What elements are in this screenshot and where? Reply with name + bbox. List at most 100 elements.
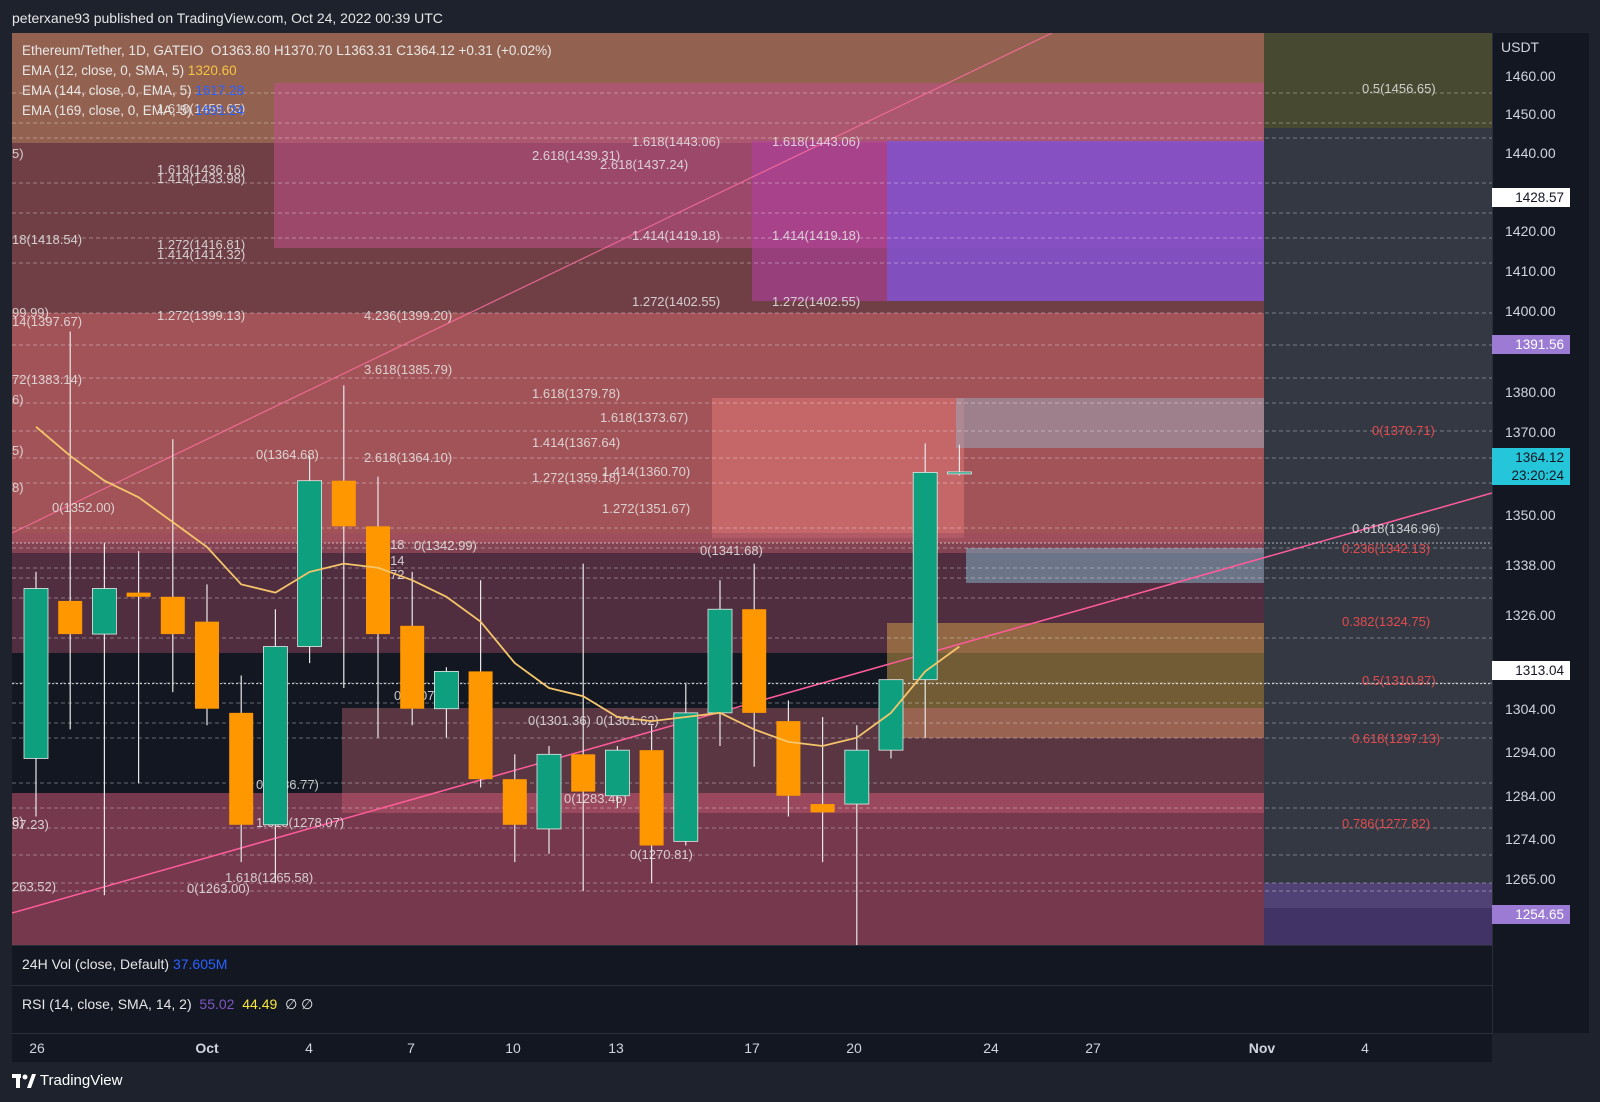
fib-label: 1.414(1360.70) [602, 464, 690, 479]
candle-body [742, 609, 767, 713]
symbol-title[interactable]: Ethereum/Tether, 1D, GATEIO [22, 43, 204, 58]
ema12-value: 1320.60 [187, 63, 237, 78]
ema169-label[interactable]: EMA (169, close, 0, EMA, 5) [22, 103, 192, 118]
candle-body [673, 712, 699, 842]
y-axis-tick: 1440.00 [1505, 145, 1556, 161]
fib-label: 1.272(1399.13) [157, 308, 245, 323]
candle-body [776, 721, 801, 796]
candle-body [297, 480, 323, 647]
fib-label: 0.5(1310.87) [1362, 673, 1436, 688]
price-chart[interactable]: 0.5(1456.65) 1.618(1443.06) 1.618(1443.06)… [12, 33, 1492, 945]
y-axis-unit: USDT [1501, 39, 1540, 55]
y-axis-tick: 1304.00 [1505, 701, 1556, 717]
y-axis-tick: 1420.00 [1505, 223, 1556, 239]
time-axis[interactable]: 26 Oct 4 7 10 13 17 20 24 27 Nov 4 [12, 1033, 1492, 1062]
fib-label: 0(1364.68) [256, 447, 319, 462]
ema12-line [35, 426, 960, 747]
x-axis-tick: 24 [983, 1040, 999, 1056]
price-tag: 23:20:24 [1492, 466, 1570, 485]
ema12-label[interactable]: EMA (12, close, 0, SMA, 5) [22, 63, 185, 78]
x-axis-tick: 4 [305, 1040, 313, 1056]
candle-body [400, 625, 425, 709]
y-axis-tick: 1265.00 [1505, 871, 1556, 887]
fib-zone-12 [12, 793, 1264, 945]
candle-body [366, 526, 390, 635]
candle-body [195, 621, 219, 709]
y-axis-tick: 1284.00 [1505, 788, 1556, 804]
fib-label: 72(1383.14) [12, 372, 82, 387]
fib-label: 0(1301.62) [596, 713, 659, 728]
rsi-extra: ∅ ∅ [285, 996, 314, 1012]
chart-canvas[interactable]: 0.5(1456.65) 1.618(1443.06) 1.618(1443.06)… [12, 33, 1492, 945]
fib-label: 1.618(1443.06) [632, 134, 720, 149]
candle-body [468, 671, 493, 780]
fib-label: 1.618(1373.67) [600, 410, 688, 425]
rsi-value: 55.02 [199, 996, 235, 1012]
fib-label: 1.618(1379.78) [532, 386, 620, 401]
y-axis-tick: 1350.00 [1505, 507, 1556, 523]
y-axis-tick: 1294.00 [1505, 744, 1556, 760]
y-axis-tick: 1338.00 [1505, 557, 1556, 573]
candle-body [23, 588, 49, 759]
chart-legend: Ethereum/Tether, 1D, GATEIO O1363.80 H13… [22, 41, 552, 121]
brand-name: TradingView [39, 1072, 123, 1089]
candle-body [433, 671, 459, 710]
fib-label: 0(1301.36) [528, 713, 591, 728]
price-tag: 1428.57 [1492, 188, 1570, 207]
y-axis-tick: 1410.00 [1505, 263, 1556, 279]
fib-label: 1.272(1416.81) [157, 237, 245, 252]
fib-label: 0.5(1456.65) [1362, 81, 1436, 96]
fib-zone-7 [956, 398, 1264, 448]
fib-label: 1.414(1367.64) [532, 435, 620, 450]
ema169-value: 1691.24 [195, 103, 245, 118]
x-axis-tick: 20 [846, 1040, 862, 1056]
volume-panel[interactable]: 24H Vol (close, Default) 37.605M [12, 945, 1492, 986]
y-axis-tick: 1370.00 [1505, 424, 1556, 440]
x-axis-tick: Oct [195, 1040, 219, 1056]
candle-body [571, 754, 596, 792]
candle-body [639, 750, 664, 846]
fib-label: 1.618(1458.65) [157, 101, 245, 116]
fib-label: 0(1270.81) [630, 847, 693, 862]
fib-label: 8) [12, 480, 24, 495]
fib-label: 2.618(1439.31) [532, 148, 620, 163]
fib-label: 0(1370.71) [1372, 423, 1435, 438]
tradingview-logo: TradingView [12, 1072, 122, 1089]
candle-body [229, 712, 254, 825]
fib-label: 0(1341.68) [700, 543, 763, 558]
x-axis-tick: 13 [608, 1040, 624, 1056]
price-tag: 1391.56 [1492, 335, 1570, 354]
candle-body [536, 753, 562, 830]
price-axis[interactable]: USDT 1460.00 1450.00 1440.00 1420.00 1410.00 1… [1492, 33, 1589, 1033]
x-axis-tick: 26 [29, 1040, 45, 1056]
fib-label: 1.414(1419.18) [772, 228, 860, 243]
candle-body [160, 596, 185, 635]
fib-label: 0(1342.99) [414, 538, 477, 553]
tradingview-icon [12, 1074, 36, 1089]
rsi-panel[interactable]: RSI (14, close, SMA, 14, 2) 55.02 44.49 … [12, 985, 1492, 1034]
volume-value: 37.605M [172, 956, 228, 972]
y-axis-tick: 1380.00 [1505, 384, 1556, 400]
price-tag: 1313.04 [1492, 661, 1570, 680]
fib-label: 1.618(1265.58) [225, 870, 313, 885]
fib-label: 1.272(1351.67) [602, 501, 690, 516]
fib-zone-4 [887, 141, 1264, 301]
fib-label: 3.618(1385.79) [364, 362, 452, 377]
fib-label: 8) [12, 814, 24, 829]
candle-body [502, 779, 527, 825]
fib-label: 18(1418.54) [12, 232, 82, 247]
fib-label: 5) [12, 443, 24, 458]
fib-label: 0.382(1324.75) [1342, 614, 1430, 629]
y-axis-tick: 1274.00 [1505, 831, 1556, 847]
publish-info: peterxane93 published on TradingView.com… [12, 10, 443, 26]
fib-label: 97.23) [12, 817, 49, 832]
fib-label: 1.272(1402.55) [772, 294, 860, 309]
fib-label: 263.52) [12, 879, 56, 894]
x-axis-tick: Nov [1248, 1040, 1276, 1056]
candle-body [331, 480, 356, 527]
fib-label: 0(1263.00) [187, 881, 250, 896]
volume-label: 24H Vol (close, Default) [22, 956, 170, 972]
ema144-label[interactable]: EMA (144, close, 0, EMA, 5) [22, 83, 192, 98]
fib-label: 14(1397.67) [12, 314, 82, 329]
fib-label: 0.618(1297.13) [1352, 731, 1440, 746]
